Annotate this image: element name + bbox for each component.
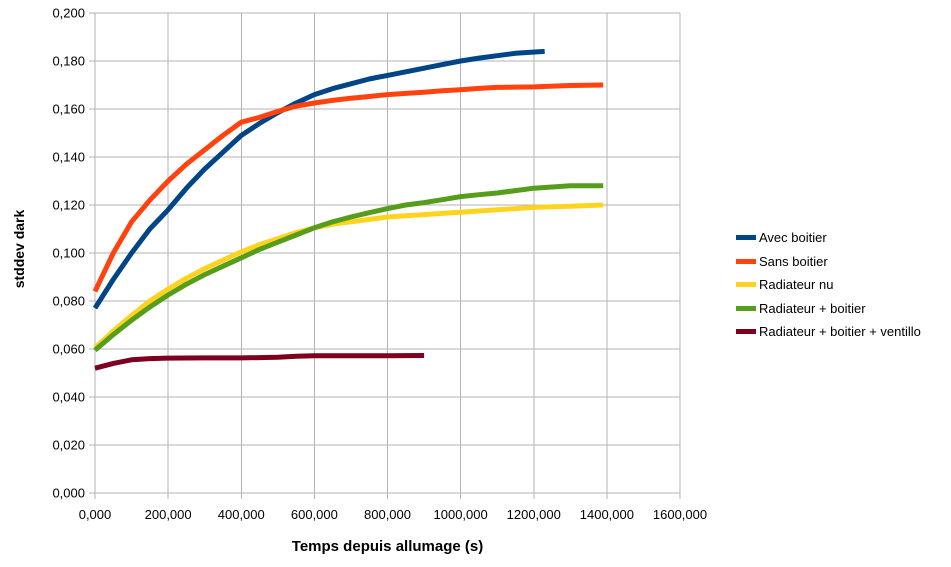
series-line-radiateur-boitier: [93, 183, 604, 353]
x-tick-label: 1200,000: [507, 507, 561, 522]
x-tick-label: 1400,000: [580, 507, 634, 522]
legend-label: Sans boitier: [759, 253, 828, 269]
y-tick-label: 0,000: [52, 486, 85, 501]
x-tick-label: 800,000: [364, 507, 411, 522]
y-tick-label: 0,140: [52, 150, 85, 165]
legend-item-radiateur-nu: Radiateur nu: [736, 273, 921, 297]
y-tick-label: 0,180: [52, 54, 85, 69]
legend-label: Radiateur + boitier: [759, 300, 866, 316]
x-tick-label: 1600,000: [653, 507, 707, 522]
y-tick-label: 0,100: [52, 246, 85, 261]
x-tick-label: 600,000: [291, 507, 338, 522]
series-line-avec-boitier: [92, 48, 545, 310]
y-tick-label: 0,120: [52, 198, 85, 213]
y-tick-label: 0,040: [52, 390, 85, 405]
legend-marker-radiateur-nu: [736, 282, 756, 288]
y-tick-label: 0,200: [52, 6, 85, 21]
legend-marker-radiateur-boitier-ventillo: [736, 329, 756, 335]
series-line-radiateur-boitier-ventillo: [94, 353, 425, 371]
legend-item-sans-boitier: Sans boitier: [736, 250, 921, 274]
legend-label: Avec boitier: [759, 230, 827, 246]
y-axis-title: stddev dark: [11, 209, 27, 289]
x-tick-label: 200,000: [145, 507, 192, 522]
legend-item-radiateur-boitier-ventillo: Radiateur + boitier + ventillo: [736, 320, 921, 344]
legend-label: Radiateur nu: [759, 277, 834, 293]
x-tick-label: 0,000: [79, 507, 112, 522]
legend-item-avec-boitier: Avec boitier: [736, 226, 921, 250]
x-tick-label: 1000,000: [434, 507, 488, 522]
y-tick-label: 0,160: [52, 102, 85, 117]
legend-marker-avec-boitier: [736, 235, 756, 241]
legend-marker-radiateur-boitier: [736, 305, 756, 311]
x-tick-label: 400,000: [218, 507, 265, 522]
legend: Avec boitier Sans boitier Radiateur nu R…: [736, 226, 921, 344]
y-tick-label: 0,020: [52, 438, 85, 453]
x-axis-title: Temps depuis allumage (s): [291, 538, 484, 555]
legend-marker-sans-boitier: [736, 258, 756, 264]
legend-label: Radiateur + boitier + ventillo: [759, 324, 921, 340]
series-line-radiateur-nu: [93, 202, 604, 350]
legend-item-radiateur-boitier: Radiateur + boitier: [736, 297, 921, 321]
y-tick-label: 0,080: [52, 294, 85, 309]
series-line-sans-boitier: [92, 82, 604, 293]
y-tick-label: 0,060: [52, 342, 85, 357]
